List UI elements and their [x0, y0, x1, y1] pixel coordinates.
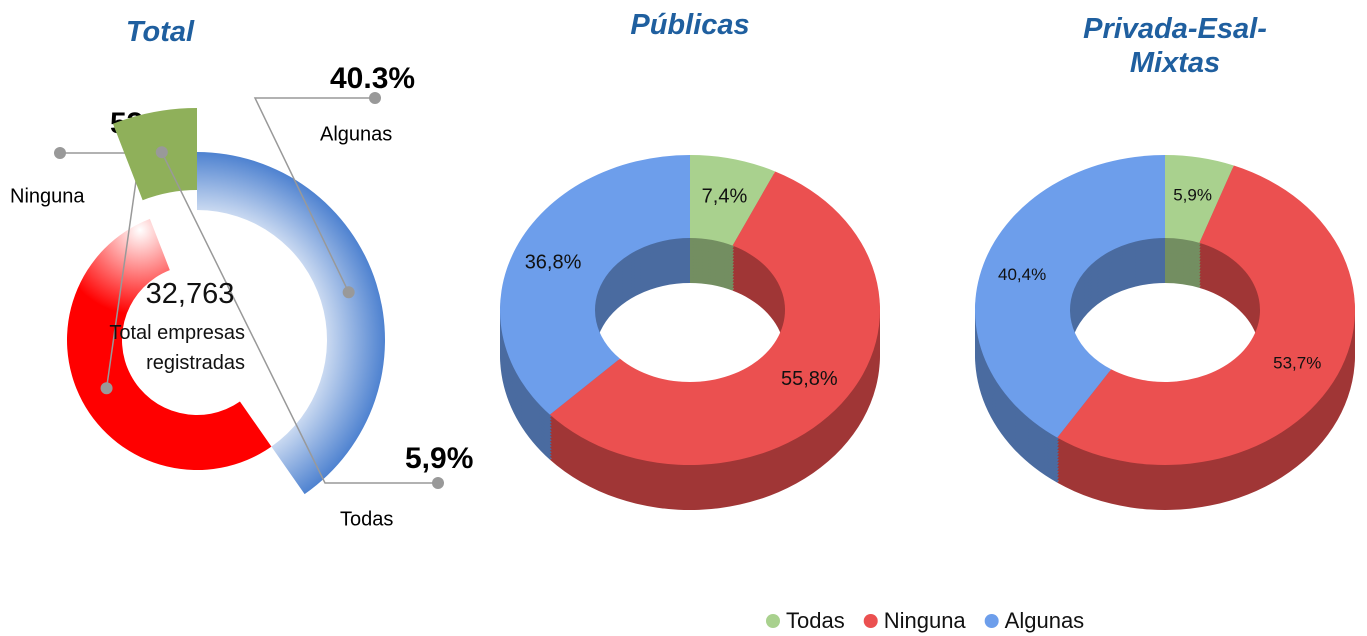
value-label: 5,9%: [1173, 186, 1212, 205]
category-label: Ninguna: [10, 185, 85, 207]
value-label: 7,4%: [702, 186, 748, 208]
callout-line: [161, 151, 438, 484]
callout-line: [253, 97, 375, 293]
segment: [1057, 165, 1355, 465]
center-value: 32,763: [145, 278, 235, 310]
segment: [690, 155, 776, 246]
value-label: 36,8%: [525, 252, 582, 274]
value-label: 53,7%: [1273, 354, 1321, 373]
callout-dot: [432, 477, 444, 489]
segment: [112, 108, 197, 201]
legend-swatch: [766, 614, 780, 628]
callout-dot: [100, 382, 113, 395]
value-label: 40.3%: [330, 62, 415, 95]
callout-dot: [54, 147, 66, 159]
category-label: Algunas: [320, 123, 392, 145]
segment: [975, 155, 1165, 438]
segment: [549, 171, 880, 465]
segment: [197, 152, 385, 495]
chart-title: Públicas: [630, 9, 750, 41]
segment: [500, 155, 690, 415]
callout-dot: [155, 146, 168, 159]
callout-dot: [369, 92, 381, 104]
legend-label: Todas: [786, 608, 845, 633]
category-label: Todas: [340, 508, 393, 530]
value-label: 40,4%: [998, 265, 1046, 284]
chart-title: Privada-Esal-Mixtas: [1083, 13, 1267, 79]
center-label: Total empresas registradas: [109, 322, 245, 374]
legend-label: Ninguna: [884, 608, 967, 633]
value-label: 5,9%: [405, 442, 473, 475]
legend-label: Algunas: [1005, 608, 1085, 633]
chart-title: Total: [125, 16, 195, 48]
legend-swatch: [984, 614, 999, 628]
legend-swatch: [863, 614, 878, 628]
callout-dot: [342, 286, 355, 299]
segment: [1165, 155, 1234, 243]
value-label: 55,8%: [781, 368, 838, 390]
segment: [67, 218, 272, 470]
